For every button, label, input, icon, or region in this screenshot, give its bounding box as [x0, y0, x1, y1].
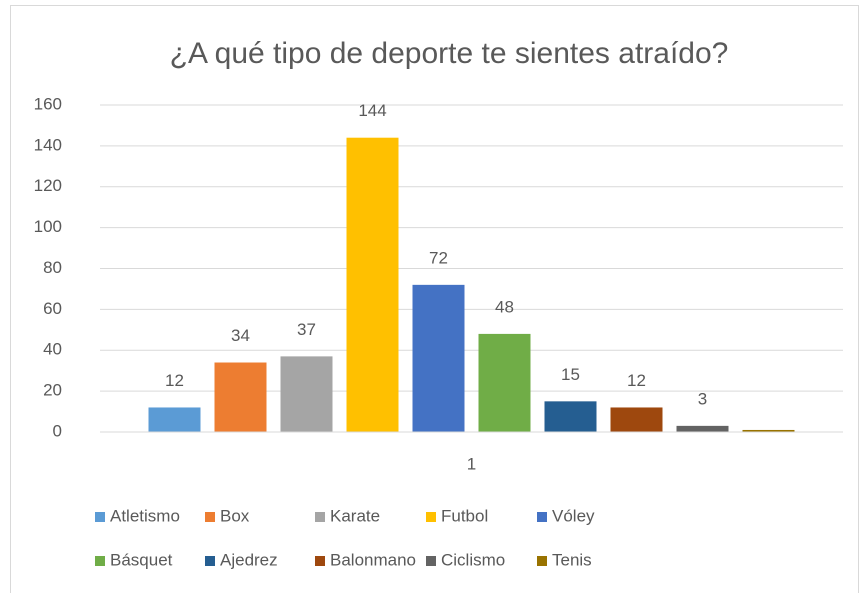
x-tick-label: 1 [467, 454, 476, 473]
legend-label: Box [220, 506, 250, 525]
legend-label: Atletismo [110, 506, 180, 525]
legend-swatch [426, 556, 436, 566]
bar [214, 362, 267, 432]
legend-label: Básquet [110, 550, 173, 569]
legend-swatch [95, 556, 105, 566]
y-tick-label: 160 [34, 94, 62, 113]
bar [544, 401, 597, 432]
bar [742, 429, 795, 432]
legend-label: Ciclismo [441, 550, 505, 569]
data-label: 34 [231, 326, 250, 345]
data-label: 48 [495, 297, 514, 316]
data-label: 12 [165, 371, 184, 390]
legend-swatch [315, 512, 325, 522]
data-label: 12 [627, 371, 646, 390]
data-label: 37 [297, 320, 316, 339]
y-tick-label: 100 [34, 217, 62, 236]
legend-label: Vóley [552, 506, 595, 525]
bar [148, 407, 201, 432]
y-tick-label: 40 [43, 340, 62, 359]
bar [676, 425, 729, 432]
legend-swatch [205, 512, 215, 522]
data-label: 15 [561, 365, 580, 384]
y-tick-label: 80 [43, 258, 62, 277]
legend-swatch [315, 556, 325, 566]
chart-title: ¿A qué tipo de deporte te sientes atraíd… [170, 37, 729, 70]
legend-swatch [426, 512, 436, 522]
y-tick-label: 20 [43, 381, 62, 400]
data-label: 144 [358, 101, 386, 120]
legend-swatch [205, 556, 215, 566]
legend-swatch [537, 512, 547, 522]
y-tick-label: 0 [53, 421, 62, 440]
bar [346, 137, 399, 432]
y-tick-label: 60 [43, 299, 62, 318]
y-tick-label: 140 [34, 135, 62, 154]
bar [478, 333, 531, 432]
legend-swatch [537, 556, 547, 566]
data-label: 72 [429, 248, 448, 267]
data-label: 3 [698, 389, 707, 408]
legend-swatch [95, 512, 105, 522]
bar [412, 284, 465, 432]
legend-label: Futbol [441, 506, 488, 525]
legend-label: Balonmano [330, 550, 416, 569]
bar [280, 356, 333, 432]
y-tick-label: 120 [34, 176, 62, 195]
legend-label: Karate [330, 506, 380, 525]
bar [610, 407, 663, 432]
legend-label: Ajedrez [220, 550, 278, 569]
legend-label: Tenis [552, 550, 592, 569]
